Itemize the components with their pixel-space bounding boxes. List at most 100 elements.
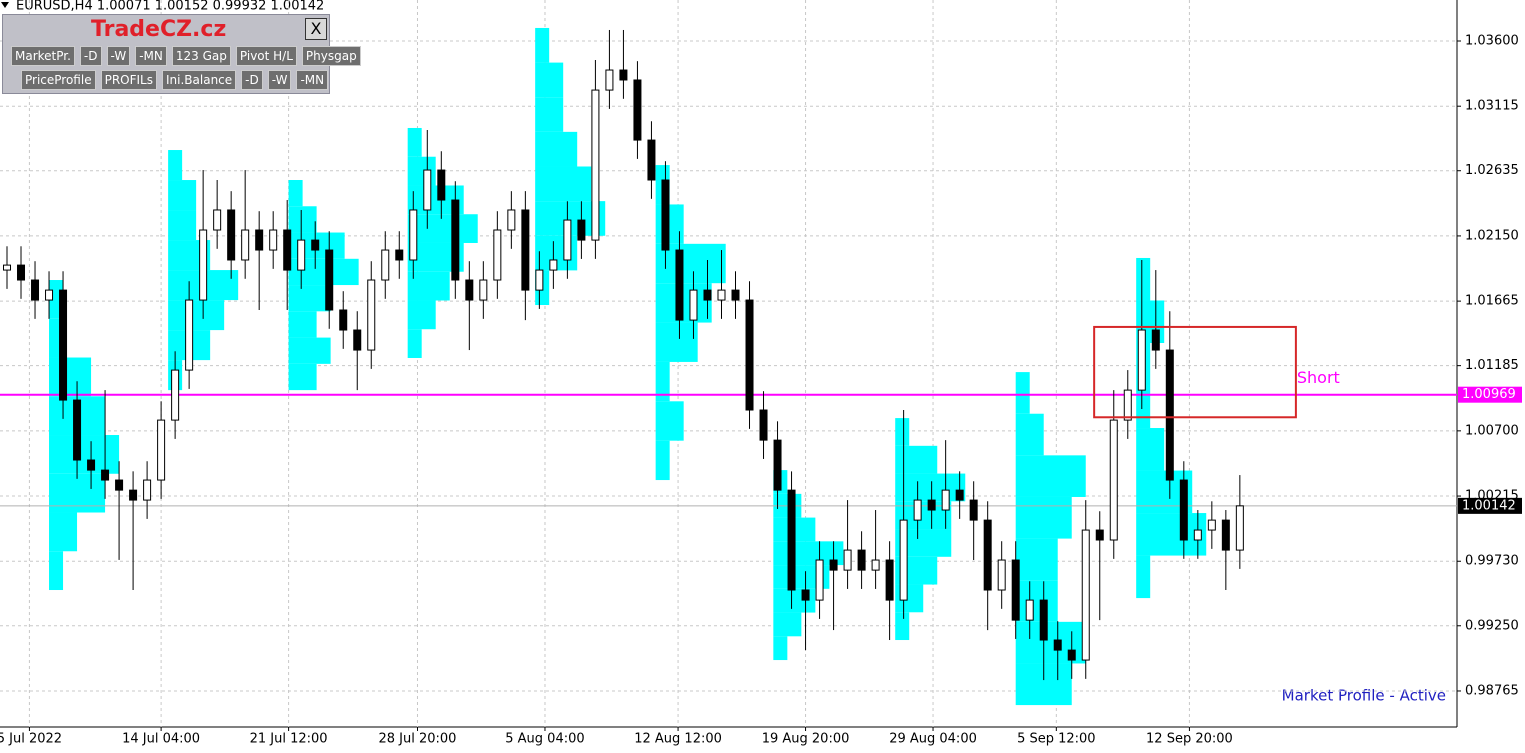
x-tick-label: 29 Aug 04:00 [889, 732, 977, 747]
level-price-label: 1.00969 [1462, 387, 1516, 402]
profile-bar [168, 210, 197, 241]
profile-bar [655, 440, 670, 481]
profile-bar [895, 445, 938, 474]
last-price-box [1458, 497, 1522, 514]
candle-body [675, 249, 684, 321]
profile-bar [655, 361, 670, 402]
x-tick-label: 5 Sep 12:00 [1017, 732, 1096, 747]
profile-bar [655, 283, 712, 323]
window-title: EURUSD,H4 1.00071 1.00152 0.99932 1.0014… [16, 0, 324, 14]
profile-bar [535, 97, 564, 132]
y-tick-label: 1.02635 [1465, 163, 1519, 178]
brand: TradeCZ.cz [91, 17, 227, 42]
profile-bar [407, 156, 436, 186]
profile-bar [168, 150, 183, 181]
profile-bar [288, 180, 303, 207]
candle-body [745, 299, 754, 411]
profile-bar [407, 329, 422, 358]
panel-button[interactable]: -MN [135, 46, 167, 66]
panel-button[interactable]: -MN [296, 70, 329, 90]
candle-body [689, 289, 698, 321]
candle-body [1095, 529, 1104, 541]
candle-body [171, 369, 180, 421]
candle-body [899, 519, 908, 601]
candle-body [283, 229, 292, 271]
x-tick-label: 19 Aug 20:00 [762, 732, 850, 747]
profile-bar [895, 418, 910, 446]
control-panel: TradeCZ.cz X MarketPr. -D -W -MN 123 Gap Pivo… [2, 14, 361, 94]
candle-body [437, 169, 446, 201]
candle-body [493, 229, 502, 281]
candle-body [1235, 505, 1244, 551]
candle-body [479, 279, 488, 301]
candle-body [535, 269, 544, 291]
candle-body [255, 229, 264, 251]
candle-body [1081, 529, 1090, 661]
panel-button[interactable]: Ini.Balance [162, 70, 237, 90]
panel-button[interactable]: 123 Gap [171, 46, 231, 66]
y-tick-label: 1.03600 [1465, 34, 1519, 49]
panel-button[interactable]: -W [106, 46, 131, 66]
candle-body [619, 69, 628, 81]
candle-body [227, 209, 236, 261]
candle-body [1123, 389, 1132, 421]
candle-body [633, 79, 642, 141]
candle-body [1137, 329, 1146, 391]
close-button[interactable]: X [305, 18, 327, 40]
panel-button[interactable]: Pivot H/L [235, 46, 297, 66]
panel-button[interactable]: -D [79, 46, 102, 66]
y-tick-label: 0.98765 [1465, 683, 1519, 698]
level-price-box [1458, 386, 1522, 403]
profile-bar [535, 27, 550, 63]
candle-body [1025, 599, 1034, 621]
profile-bar [535, 62, 564, 98]
profile-bar [168, 300, 225, 331]
profile-bar [407, 127, 422, 157]
profile-bar [288, 311, 317, 338]
panel-button[interactable]: -W [267, 70, 292, 90]
profile-bar [49, 512, 78, 552]
candle-body [1039, 599, 1048, 641]
candle-body [969, 499, 978, 521]
profile-bar [49, 473, 106, 513]
candle-body [1109, 419, 1118, 541]
candle-body [143, 479, 152, 501]
candle-body [17, 264, 26, 281]
profile-bar [655, 401, 684, 441]
candle-body [423, 169, 432, 211]
candle-body [983, 519, 992, 591]
panel-button[interactable]: -D [241, 70, 263, 90]
profile-bar [773, 565, 830, 589]
profile-bar [49, 357, 92, 397]
candle-body [367, 279, 376, 351]
profile-bar [168, 180, 197, 211]
candle-body [955, 489, 964, 501]
profile-bar [655, 322, 698, 362]
candle-body [717, 289, 726, 301]
x-tick-label: 21 Jul 12:00 [250, 732, 328, 747]
profile-bar [773, 612, 802, 637]
profile-bar [1015, 372, 1030, 414]
x-tick-label: 12 Aug 12:00 [634, 732, 722, 747]
candle-body [829, 559, 838, 571]
x-tick-label: 14 Jul 04:00 [122, 732, 200, 747]
panel-button[interactable]: Physgap [301, 46, 361, 66]
candle-body [773, 439, 782, 491]
candle-body [927, 499, 936, 511]
profile-bar [407, 300, 436, 330]
candle-body [157, 419, 166, 481]
panel-button[interactable]: PriceProfile [21, 70, 96, 90]
candle-body [353, 329, 362, 351]
candle-body [465, 279, 474, 301]
panel-button[interactable]: MarketPr. [11, 46, 75, 66]
status-text: Market Profile - Active [1282, 687, 1446, 705]
y-tick-label: 1.01665 [1465, 294, 1519, 309]
candle-body [997, 559, 1006, 591]
button-row: MarketPr. -D -W -MN 123 Gap Pivot H/L Physgap [11, 46, 361, 66]
panel-button[interactable]: PROFILs [100, 70, 157, 90]
candle-body [507, 209, 516, 231]
profile-bar [49, 551, 64, 591]
candle-body [787, 489, 796, 591]
candle-body [577, 219, 586, 241]
